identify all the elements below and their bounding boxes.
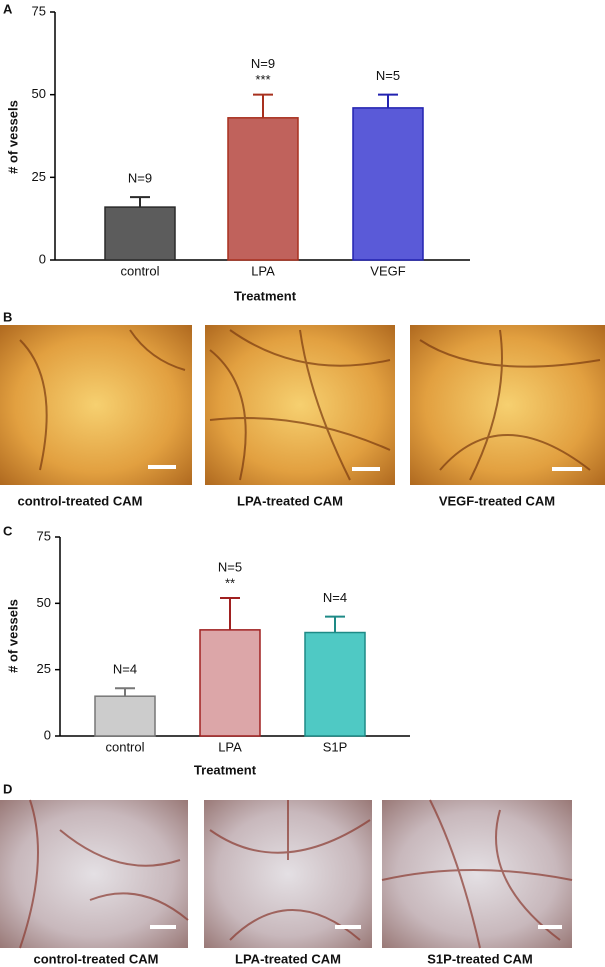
photo — [410, 325, 605, 485]
n-label: N=4 — [113, 662, 137, 677]
photo-caption: S1P-treated CAM — [427, 951, 532, 966]
photo — [0, 325, 192, 485]
photo-caption: VEGF-treated CAM — [439, 493, 555, 508]
y-axis-label: # of vessels — [5, 599, 20, 673]
x-tick-label: LPA — [218, 739, 242, 754]
photo-caption: control-treated CAM — [34, 951, 159, 966]
photo-row: control-treated CAM LPA-treated CAM S1P-… — [0, 799, 573, 966]
photo-row: control-treated CAM LPA-treated CAM VEGF… — [0, 325, 605, 508]
panel-label: C — [3, 523, 13, 538]
y-tick-label: 0 — [39, 251, 46, 266]
y-tick-label: 0 — [44, 727, 51, 742]
x-axis-label: Treatment — [194, 762, 257, 777]
y-tick-label: 75 — [32, 3, 46, 18]
x-tick-label: LPA — [251, 263, 275, 278]
y-tick-label: 50 — [32, 86, 46, 101]
photo-caption: control-treated CAM — [18, 493, 143, 508]
y-tick-label: 25 — [32, 169, 46, 184]
n-label: N=4 — [323, 590, 347, 605]
significance-label: ** — [225, 575, 235, 590]
n-label: N=5 — [218, 559, 242, 574]
bar — [199, 629, 261, 737]
bar — [104, 206, 176, 261]
panel-label: D — [3, 781, 12, 796]
photo-caption: LPA-treated CAM — [237, 493, 343, 508]
x-tick-label: S1P — [323, 739, 348, 754]
y-axis-label: # of vessels — [5, 100, 20, 174]
y-tick-label: 75 — [37, 528, 51, 543]
panel-label: B — [3, 309, 12, 324]
photo — [0, 800, 188, 948]
x-axis-label: Treatment — [234, 288, 297, 303]
significance-label: *** — [255, 72, 270, 87]
y-tick-label: 25 — [37, 661, 51, 676]
n-label: N=9 — [251, 56, 275, 71]
x-tick-label: control — [120, 263, 159, 278]
bar — [352, 107, 424, 261]
x-tick-label: control — [105, 739, 144, 754]
panel-label: A — [3, 1, 13, 16]
bar — [94, 695, 156, 737]
n-label: N=5 — [376, 68, 400, 83]
n-label: N=9 — [128, 171, 152, 186]
photo-caption: LPA-treated CAM — [235, 951, 341, 966]
bar — [304, 631, 366, 737]
x-tick-label: VEGF — [370, 263, 405, 278]
y-tick-label: 50 — [37, 595, 51, 610]
bar — [227, 117, 299, 261]
photo — [205, 325, 395, 485]
